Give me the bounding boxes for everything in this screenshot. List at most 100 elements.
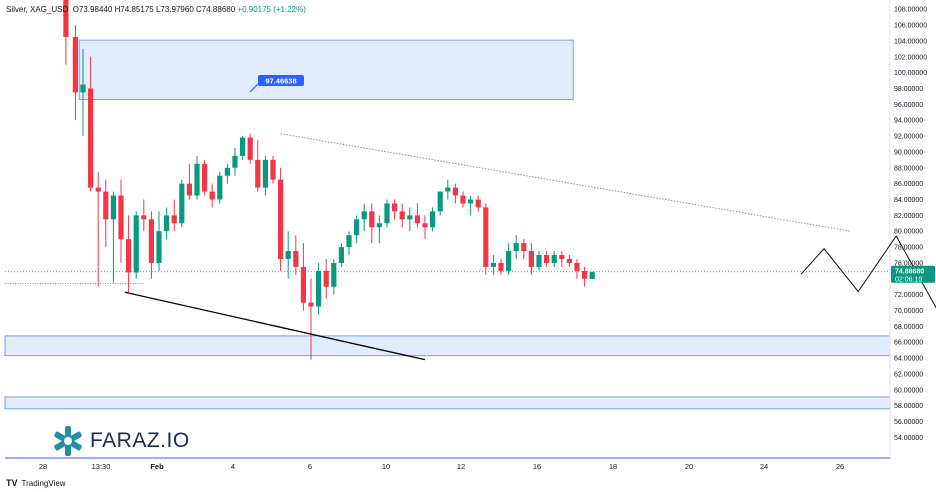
time-tick-label: 20 <box>685 462 693 471</box>
candle <box>316 270 322 307</box>
price-tick-label: 104.00000 <box>894 38 927 45</box>
price-tick-label: 54.00000 <box>894 435 923 442</box>
candle <box>232 155 238 168</box>
candle <box>445 187 451 192</box>
open-value: 73.98440 <box>78 5 113 14</box>
candle <box>80 84 86 93</box>
faraz-star-icon <box>54 426 82 456</box>
price-axis: 108.00000 106.00000 104.00000 102.00000 100.… <box>891 7 935 442</box>
price-tick-label: 76.00000 <box>894 260 923 267</box>
symbol-ticker: XAG_USD <box>30 5 69 14</box>
time-tick-label: 12 <box>457 462 465 471</box>
candle <box>452 187 458 196</box>
price-tick-label: 108.00000 <box>894 7 927 14</box>
candle <box>414 215 420 224</box>
candle <box>202 163 208 192</box>
time-tick-label: 28 <box>39 462 47 471</box>
candle <box>95 187 101 192</box>
change-value: +0.90175 (+1.22%) <box>237 5 306 14</box>
logo-text: FARAZ.IO <box>90 429 190 452</box>
candle <box>179 183 185 224</box>
low-value: 73.97960 <box>160 5 194 14</box>
candle <box>475 199 481 208</box>
zone-rect-2 <box>4 396 891 410</box>
candle <box>103 191 109 220</box>
annotation-label: 97.46638 <box>265 76 296 85</box>
candle <box>384 203 390 224</box>
price-tick-label: 90.00000 <box>894 149 923 156</box>
candle <box>262 159 268 188</box>
candle <box>490 262 496 267</box>
price-tick-label: 72.00000 <box>894 292 923 299</box>
candle <box>392 203 398 212</box>
time-tick-label: 16 <box>533 462 541 471</box>
price-tick-label: 96.00000 <box>894 102 923 109</box>
candle <box>468 199 474 204</box>
price-tick-label: 102.00000 <box>894 54 927 61</box>
price-tick-label: 88.00000 <box>894 165 923 172</box>
candle <box>118 195 124 240</box>
candle <box>217 175 223 200</box>
tradingview-footer[interactable]: TV TradingView <box>6 478 66 488</box>
time-tick-label: 24 <box>760 462 768 471</box>
candle <box>156 231 162 263</box>
candle <box>224 167 230 176</box>
time-axis: 28 13:30 Feb 4 6 10 12 16 18 20 24 26 <box>39 462 844 471</box>
candle <box>338 247 344 263</box>
candle <box>498 262 504 271</box>
symbol-name[interactable]: Silver, <box>6 5 28 14</box>
time-tick-label: 18 <box>609 462 617 471</box>
candle <box>354 219 360 236</box>
time-tick-label: Feb <box>150 462 164 471</box>
candle <box>331 262 337 287</box>
candle <box>255 159 261 188</box>
price-tick-label: 80.00000 <box>894 229 923 236</box>
candle <box>270 159 276 180</box>
price-tick-label: 68.00000 <box>894 324 923 331</box>
candle <box>407 215 413 220</box>
price-tick-label: 100.00000 <box>894 70 927 77</box>
candle <box>308 302 314 307</box>
candle <box>559 255 565 259</box>
candle <box>521 243 527 252</box>
candle <box>399 211 405 220</box>
time-tick-label: 4 <box>231 462 235 471</box>
candle <box>293 251 299 267</box>
candle <box>323 270 329 287</box>
candle <box>133 215 139 273</box>
candle <box>544 255 550 263</box>
candle <box>589 271 595 279</box>
candle <box>483 207 489 267</box>
annotation-label-box <box>258 75 304 86</box>
price-tag-countdown: 02:06:19 <box>895 276 922 283</box>
candle <box>536 255 542 267</box>
candle <box>513 243 519 252</box>
grid-layer <box>5 0 891 460</box>
close-value: 74.88680 <box>201 5 236 14</box>
candle <box>460 195 466 204</box>
price-tick-label: 56.00000 <box>894 419 923 426</box>
candle <box>110 195 116 220</box>
candle <box>240 137 246 156</box>
zone-rect-1 <box>4 335 891 357</box>
price-tick-label: 86.00000 <box>894 181 923 188</box>
candle <box>141 215 147 220</box>
price-tick-label: 84.00000 <box>894 197 923 204</box>
candle <box>376 223 382 228</box>
zones-layer <box>4 39 891 410</box>
candle <box>247 137 253 160</box>
candle <box>551 255 557 263</box>
candle <box>582 270 588 279</box>
candle <box>566 258 572 263</box>
symbol-legend: Silver, XAG_USD O73.98440 H74.85175 L73.… <box>6 5 306 14</box>
price-tick-label: 66.00000 <box>894 340 923 347</box>
candle <box>148 219 154 263</box>
zone-rect-0 <box>78 39 574 100</box>
price-tick-label: 60.00000 <box>894 387 923 394</box>
time-tick-label: 10 <box>382 462 390 471</box>
candle <box>361 211 367 220</box>
candle <box>528 251 534 267</box>
candle <box>506 251 512 271</box>
price-tick-label: 78.00000 <box>894 245 923 252</box>
